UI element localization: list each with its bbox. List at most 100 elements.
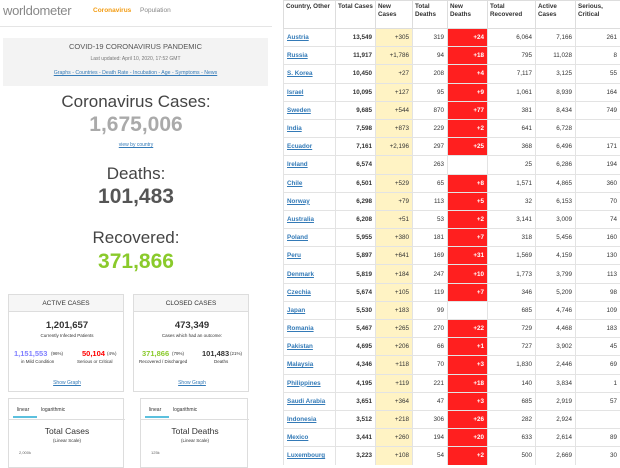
cell: 6,153 [536,192,576,210]
country-link[interactable]: Czechia [284,283,336,301]
cell: +218 [376,410,413,428]
country-link[interactable]: Norway [284,192,336,210]
column-header[interactable]: Total Deaths [413,1,448,29]
country-link[interactable]: Australia [284,210,336,228]
banner: COVID-19 CORONAVIRUS PANDEMIC Last updat… [3,38,268,86]
cell: 2,919 [536,392,576,410]
cell: 318 [488,229,536,247]
cell: 74 [576,210,620,228]
cell: +641 [376,247,413,265]
nav-link[interactable]: Population [140,7,171,14]
country-link[interactable]: Poland [284,229,336,247]
show-graph[interactable]: Show Graph [134,380,250,386]
tab[interactable]: linear [17,407,29,413]
cell: +183 [376,301,413,319]
nav-links[interactable]: Graphs - Countries - Death Rate - Incuba… [3,70,268,76]
tab[interactable]: logarithmic [173,407,197,413]
country-link[interactable]: Indonesia [284,410,336,428]
cell: +1 [448,338,488,356]
country-link[interactable]: Ecuador [284,138,336,156]
serious-caption: Serious or Critical [77,359,113,364]
country-link[interactable]: Israel [284,83,336,101]
country-link[interactable]: Peru [284,247,336,265]
country-link[interactable]: Philippines [284,374,336,392]
cell: 1,061 [488,83,536,101]
cell: +260 [376,429,413,447]
cell: 89 [576,429,620,447]
cell: +305 [376,29,413,47]
nav-link[interactable]: Coronavirus [93,7,131,14]
cell: +5 [448,192,488,210]
country-link[interactable]: Japan [284,301,336,319]
column-header[interactable]: Active Cases [536,1,576,29]
cell: 727 [488,338,536,356]
tab[interactable]: linear [149,407,161,413]
column-header[interactable]: New Cases [376,1,413,29]
cell: 306 [413,410,448,428]
cell: +20 [448,429,488,447]
country-link[interactable]: S. Korea [284,65,336,83]
cell: 2,669 [536,447,576,465]
cell: +544 [376,101,413,119]
country-link[interactable]: Austria [284,29,336,47]
cell: 261 [576,29,620,47]
cell: 2,614 [536,429,576,447]
graph-subtitle: (Linear Scale) [9,438,125,443]
cell: +2,196 [376,138,413,156]
axis-tick: 125k [151,450,160,455]
cell: 4,865 [536,174,576,192]
tab[interactable]: logarithmic [41,407,65,413]
country-link[interactable]: Malaysia [284,356,336,374]
cell: +9 [448,83,488,101]
cell: +1,786 [376,47,413,65]
cell: +206 [376,338,413,356]
country-link[interactable]: Saudi Arabia [284,392,336,410]
view-link[interactable]: view by country [0,142,272,148]
cell: 160 [576,229,620,247]
cell: +118 [376,356,413,374]
cell: 6,286 [536,156,576,174]
cell: +18 [448,374,488,392]
column-header[interactable]: New Deaths [448,1,488,29]
country-link[interactable]: Russia [284,47,336,65]
cell: 4,746 [536,301,576,319]
country-link[interactable]: Denmark [284,265,336,283]
column-header[interactable]: Total Recovered [488,1,536,29]
cell: 685 [488,392,536,410]
cell: 3,125 [536,65,576,83]
cell: 69 [576,356,620,374]
column-header[interactable]: Total Cases [336,1,376,29]
cell: 208 [413,65,448,83]
show-graph[interactable]: Show Graph [9,380,125,386]
cell: 221 [413,374,448,392]
cell: 319 [413,29,448,47]
country-link[interactable]: Luxembourg [284,447,336,465]
country-link[interactable]: India [284,119,336,137]
cell: +2 [448,119,488,137]
cell: 7,598 [336,119,376,137]
country-link[interactable]: Mexico [284,429,336,447]
cell: +4 [448,65,488,83]
country-link[interactable]: Chile [284,174,336,192]
country-link[interactable]: Ireland [284,156,336,174]
logo[interactable]: worldometer [3,3,71,18]
country-link[interactable]: Romania [284,320,336,338]
cell: 13,549 [336,29,376,47]
country-link[interactable]: Sweden [284,101,336,119]
recovered-value: 371,866 [142,349,169,358]
column-header[interactable]: Serious, Critical [576,1,620,29]
axis-tick: 2,000k [19,450,31,455]
card-caption: Currently Infected Patients [9,333,125,338]
cell: 381 [488,101,536,119]
column-header[interactable]: Country, Other [284,1,336,29]
country-link[interactable]: Pakistan [284,338,336,356]
